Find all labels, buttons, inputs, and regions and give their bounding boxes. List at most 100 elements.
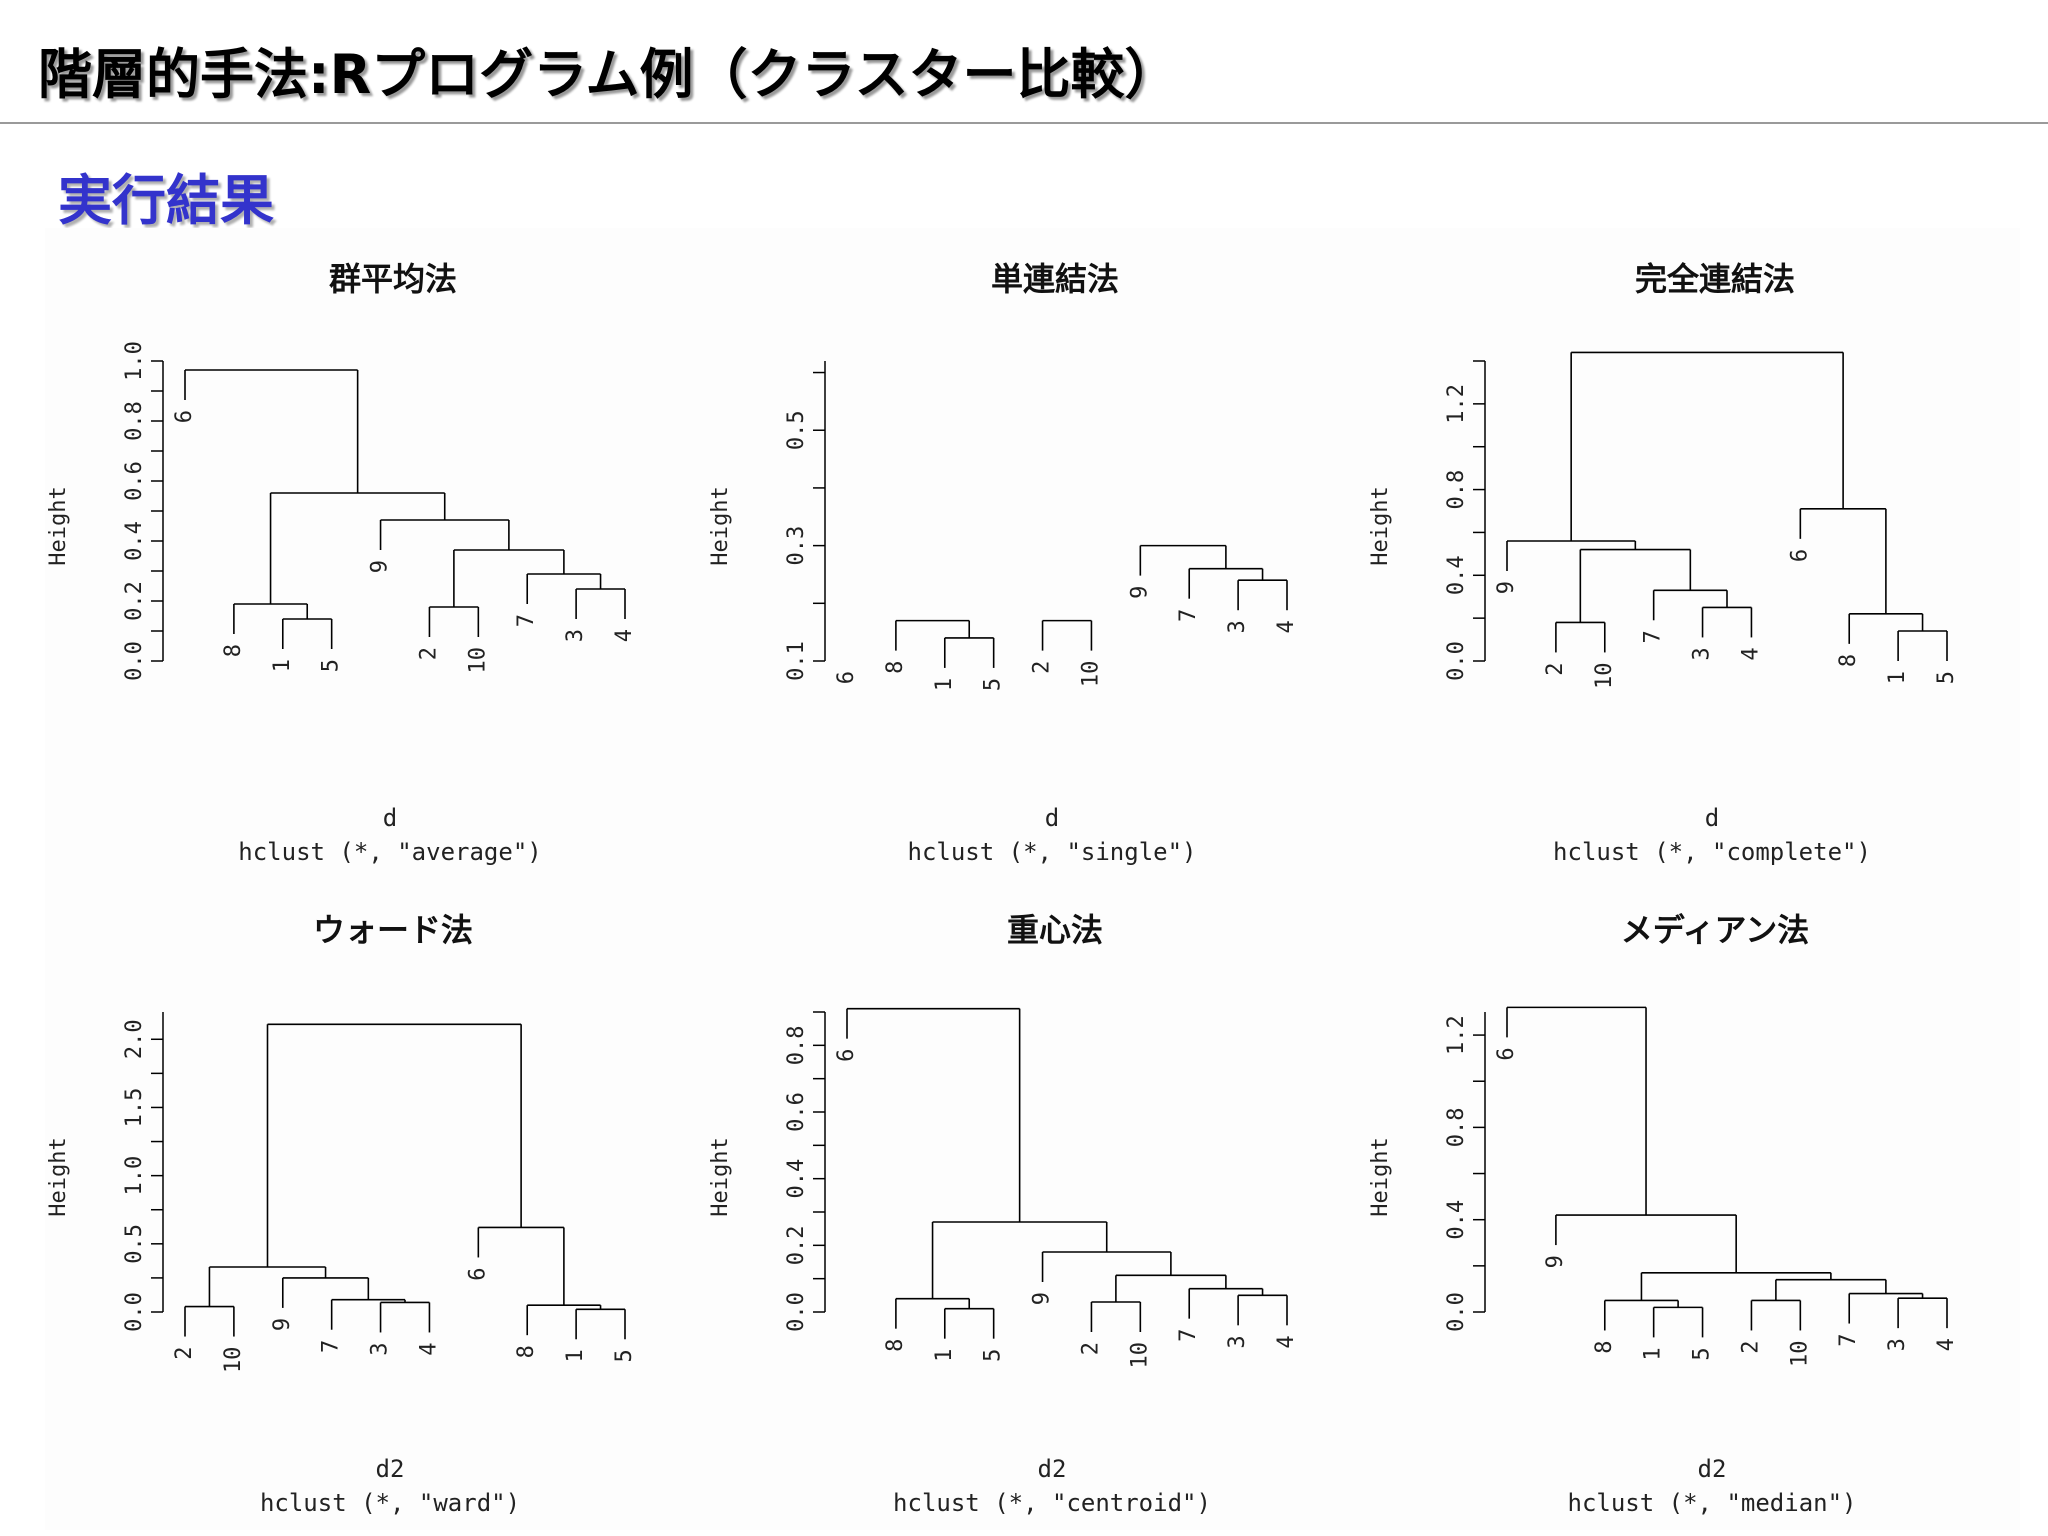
y-tick-label: 0.8 <box>122 401 147 441</box>
leaf-label: 5 <box>612 1349 637 1362</box>
y-tick-label: 0.1 <box>784 641 809 681</box>
y-tick-label: 1.2 <box>1444 384 1469 424</box>
leaf-label: 6 <box>834 1049 859 1062</box>
leaf-label: 4 <box>1274 620 1299 633</box>
title-divider <box>0 122 2048 124</box>
y-tick-label: 0.4 <box>784 1159 809 1199</box>
y-axis-label: Height <box>708 1137 733 1216</box>
leaf-label: 5 <box>319 659 344 672</box>
leaf-label: 8 <box>883 1339 908 1352</box>
dendrogram-panel-2: 単連結法 0.1 0.3 0.5 Height 6 8 1 5 2 10 9 7 3 4 d hclust (*… <box>708 260 1299 866</box>
x-axis-subtitle: hclust (*, "ward") <box>260 1489 520 1517</box>
leaf-label: 5 <box>1934 671 1959 684</box>
y-tick-label: 0.8 <box>784 1025 809 1065</box>
y-axis-label: Height <box>46 1137 71 1216</box>
y-axis-label: Height <box>46 486 71 565</box>
leaf-label: 9 <box>1030 1292 1055 1305</box>
x-axis-label: d <box>1045 804 1059 832</box>
y-axis-label: Height <box>1368 1137 1393 1216</box>
y-tick-label: 0.2 <box>122 581 147 621</box>
y-tick-label: 0.8 <box>1444 1108 1469 1148</box>
x-axis-subtitle: hclust (*, "median") <box>1568 1489 1857 1517</box>
leaf-label: 1 <box>563 1349 588 1362</box>
x-axis-label: d2 <box>1038 1455 1067 1483</box>
panel-title: 重心法 <box>1007 911 1103 949</box>
leaf-label: 4 <box>1934 1338 1959 1351</box>
leaf-label: 6 <box>1494 1047 1519 1060</box>
y-tick-label: 0.4 <box>122 521 147 561</box>
page-title: 階層的手法:Rプログラム例（クラスター比較） <box>38 43 1179 106</box>
leaf-label: 5 <box>981 678 1006 691</box>
x-axis-subtitle: hclust (*, "centroid") <box>893 1489 1211 1517</box>
leaf-label: 4 <box>1274 1335 1299 1348</box>
x-axis-subtitle: hclust (*, "complete") <box>1553 838 1871 866</box>
leaf-label: 1 <box>1641 1347 1666 1360</box>
leaf-label: 2 <box>1030 661 1055 674</box>
leaf-label: 7 <box>1176 1329 1201 1342</box>
leaf-label: 2 <box>1543 662 1568 675</box>
y-tick-label: 0.0 <box>1444 641 1469 681</box>
leaf-label: 4 <box>1738 647 1763 660</box>
panel-title: ウォード法 <box>313 911 473 949</box>
leaf-label: 3 <box>563 629 588 642</box>
leaf-label: 3 <box>1225 1335 1250 1348</box>
y-tick-label: 0.0 <box>122 1292 147 1332</box>
leaf-label: 1 <box>1885 671 1910 684</box>
y-tick-label: 0.3 <box>784 526 809 566</box>
leaf-label: 7 <box>1836 1334 1861 1347</box>
leaf-label: 3 <box>1885 1338 1910 1351</box>
leaf-label: 1 <box>932 678 957 691</box>
leaf-label: 10 <box>1787 1340 1812 1367</box>
leaf-label: 10 <box>221 1347 246 1374</box>
leaf-label: 8 <box>514 1345 539 1358</box>
leaf-label: 9 <box>1543 1255 1568 1268</box>
y-tick-label: 0.0 <box>1444 1292 1469 1332</box>
x-axis-subtitle: hclust (*, "average") <box>238 838 541 866</box>
y-tick-label: 1.2 <box>1444 1015 1469 1055</box>
dendrogram-panel-6: メディアン法 0.0 0.4 0.8 1.2 Height 6 9 8 1 5 2 10 7 3 4 d2 hcl… <box>1368 911 1959 1517</box>
leaf-label: 8 <box>221 644 246 657</box>
leaf-label: 2 <box>416 647 441 660</box>
y-tick-label: 2.0 <box>122 1019 147 1059</box>
leaf-label: 9 <box>270 1318 295 1331</box>
leaf-label: 2 <box>1078 1342 1103 1355</box>
panel-title: 単連結法 <box>991 260 1119 298</box>
leaf-label: 7 <box>1176 609 1201 622</box>
y-tick-label: 0.0 <box>784 1292 809 1332</box>
leaf-label: 2 <box>172 1347 197 1360</box>
y-tick-label: 1.0 <box>122 341 147 381</box>
leaf-label: 7 <box>1641 630 1666 643</box>
panel-title: 完全連結法 <box>1635 260 1795 298</box>
leaf-label: 8 <box>1592 1340 1617 1353</box>
y-tick-label: 0.5 <box>122 1224 147 1264</box>
leaf-label: 1 <box>932 1349 957 1362</box>
leaf-label: 4 <box>416 1342 441 1355</box>
leaf-label: 10 <box>1592 662 1617 689</box>
leaf-label: 9 <box>1127 586 1152 599</box>
dendrogram-figure: 群平均法 0.0 0.2 0.4 0.6 0.8 1.0 Height 6 8 1 5 9 2 10 7 3 4 d… <box>45 228 2020 1530</box>
leaf-label: 6 <box>834 671 859 684</box>
y-tick-label: 0.2 <box>784 1225 809 1265</box>
x-axis-label: d <box>383 804 397 832</box>
x-axis-label: d2 <box>1698 1455 1727 1483</box>
dendrogram-panels: 群平均法 0.0 0.2 0.4 0.6 0.8 1.0 Height 6 8 1 5 9 2 10 7 3 4 d… <box>46 260 1959 1517</box>
leaf-label: 10 <box>1078 661 1103 688</box>
leaf-label: 6 <box>1787 549 1812 562</box>
leaf-label: 7 <box>319 1340 344 1353</box>
x-axis-label: d <box>1705 804 1719 832</box>
leaf-label: 10 <box>1127 1342 1152 1369</box>
leaf-label: 2 <box>1738 1340 1763 1353</box>
leaf-label: 3 <box>368 1342 393 1355</box>
dendrogram-panel-3: 完全連結法 0.0 0.4 0.8 1.2 Height 9 2 10 7 3 4 6 8 1 5 d hclus… <box>1368 260 1959 866</box>
panel-title: メディアン法 <box>1621 911 1809 949</box>
y-tick-label: 1.0 <box>122 1156 147 1196</box>
leaf-label: 7 <box>514 614 539 627</box>
y-tick-label: 0.5 <box>784 410 809 450</box>
leaf-label: 8 <box>1836 654 1861 667</box>
y-tick-label: 1.5 <box>122 1088 147 1128</box>
y-tick-label: 0.6 <box>784 1092 809 1132</box>
y-tick-label: 0.4 <box>1444 1200 1469 1240</box>
dendrogram-panel-1: 群平均法 0.0 0.2 0.4 0.6 0.8 1.0 Height 6 8 1 5 9 2 10 7 3 4 d… <box>46 260 637 866</box>
leaf-label: 10 <box>465 647 490 674</box>
dendrogram-panel-5: 重心法 0.0 0.2 0.4 0.6 0.8 Height 6 8 1 5 9 2 10 7 3 4 d2 hcl… <box>708 911 1299 1517</box>
